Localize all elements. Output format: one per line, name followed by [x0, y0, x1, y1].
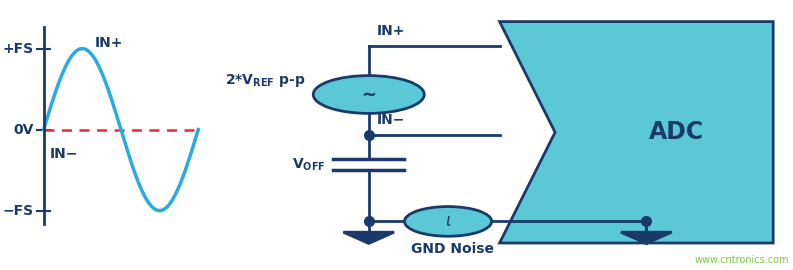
- Text: V$_{\mathregular{OFF}}$: V$_{\mathregular{OFF}}$: [292, 157, 325, 173]
- Text: IN+: IN+: [377, 24, 405, 38]
- Text: www.cntronics.com: www.cntronics.com: [695, 255, 789, 265]
- Text: ~: ~: [362, 86, 376, 103]
- Text: ADC: ADC: [649, 120, 703, 144]
- Circle shape: [404, 207, 492, 236]
- Text: IN−: IN−: [377, 113, 405, 127]
- Text: 2*V$_{\mathregular{REF}}$ p-p: 2*V$_{\mathregular{REF}}$ p-p: [224, 73, 305, 89]
- Text: ι: ι: [445, 212, 451, 230]
- Polygon shape: [343, 232, 394, 244]
- Circle shape: [313, 76, 424, 113]
- Text: IN−: IN−: [50, 147, 79, 161]
- Text: 0V: 0V: [13, 123, 34, 137]
- Polygon shape: [500, 22, 773, 243]
- Text: GND Noise: GND Noise: [411, 242, 493, 256]
- Text: IN+: IN+: [95, 36, 124, 50]
- Polygon shape: [621, 232, 672, 244]
- Text: −FS: −FS: [3, 204, 34, 218]
- Text: +FS: +FS: [3, 42, 34, 56]
